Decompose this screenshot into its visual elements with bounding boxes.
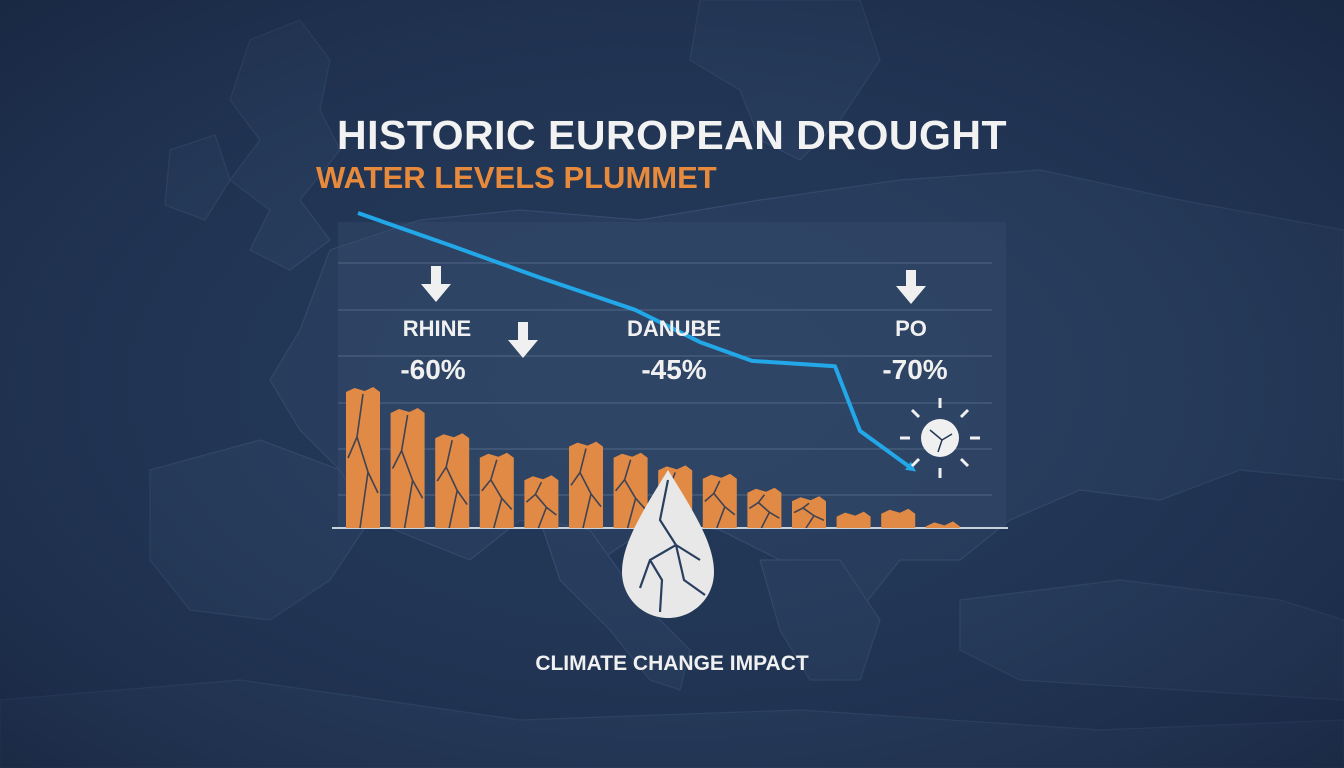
sun-icon [900,398,980,478]
down-arrow-icon-rhine [421,266,451,302]
river-change-rhine: -60% [400,354,466,385]
river-label-po: PO [895,316,927,341]
page-subtitle: WATER LEVELS PLUMMET [316,160,717,195]
bar [836,511,871,528]
bar [479,452,514,529]
footer-caption: CLIMATE CHANGE IMPACT [535,652,809,675]
down-arrow-icon-middle [508,322,538,358]
down-arrow-icon-po [896,270,926,304]
river-label-danube: DANUBE [626,316,722,341]
bar [702,473,737,529]
trend-line [357,211,917,472]
bar [346,387,380,529]
bar [613,452,648,529]
bar [524,475,559,529]
river-label-rhine: RHINE [402,316,472,341]
bar [747,487,782,529]
river-change-po: -70% [882,354,948,385]
bar [881,508,916,528]
bar [925,521,960,528]
bar [435,433,470,529]
bars-group [346,387,960,529]
bar [390,408,425,529]
river-change-danube: -45% [641,354,707,385]
page-title: HISTORIC EUROPEAN DROUGHT [336,112,1008,158]
cracked-drop-icon [622,470,714,618]
bar [792,496,826,529]
bar [569,441,603,529]
